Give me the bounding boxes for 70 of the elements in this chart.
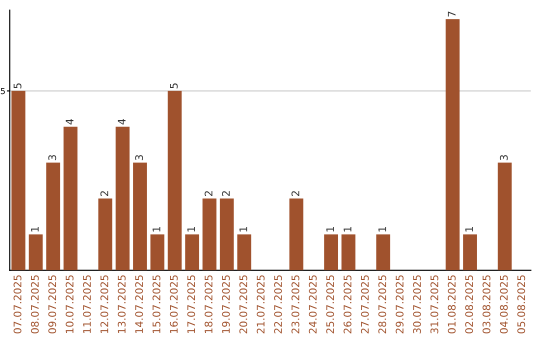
x-tick-label: 31.07.2025 bbox=[430, 275, 438, 334]
x-tick-label: 26.07.2025 bbox=[344, 275, 352, 334]
data-label: 4 bbox=[66, 118, 74, 124]
data-label: 1 bbox=[239, 226, 248, 232]
x-tick-label: 12.07.2025 bbox=[100, 275, 108, 333]
x-tick-label: 22.07.2025 bbox=[274, 275, 282, 334]
bar bbox=[463, 234, 477, 270]
data-label: 4 bbox=[118, 118, 126, 124]
x-tick-label: 30.07.2025 bbox=[413, 275, 421, 334]
x-tick-label: 13.07.2025 bbox=[118, 275, 126, 333]
data-label: 3 bbox=[48, 155, 56, 160]
bar bbox=[237, 234, 252, 270]
data-label: 1 bbox=[465, 226, 473, 232]
data-label: 1 bbox=[326, 226, 334, 232]
x-tick-label: 25.07.2025 bbox=[326, 275, 334, 334]
x-tick-label: 07.07.2025 bbox=[14, 275, 22, 334]
data-label: 1 bbox=[152, 226, 160, 232]
data-label: 2 bbox=[204, 191, 212, 196]
x-tick-label: 05.08.2025 bbox=[517, 275, 526, 334]
data-label: 1 bbox=[344, 226, 352, 232]
data-label: 3 bbox=[135, 155, 144, 160]
data-label: 5 bbox=[170, 83, 178, 88]
data-label: 1 bbox=[31, 226, 39, 232]
bar bbox=[11, 90, 26, 270]
data-label: 3 bbox=[500, 155, 508, 160]
x-tick-label: 03.08.2025 bbox=[482, 275, 490, 334]
x-tick-label: 15.07.2025 bbox=[152, 275, 160, 333]
x-tick-label: 02.08.2025 bbox=[465, 275, 474, 334]
bar bbox=[150, 234, 164, 270]
bar bbox=[324, 234, 338, 270]
x-tick-label: 28.07.2025 bbox=[378, 275, 386, 334]
bar bbox=[116, 126, 130, 270]
x-tick-label: 11.07.2025 bbox=[83, 275, 91, 333]
bar bbox=[220, 198, 234, 270]
x-tick-label: 09.07.2025 bbox=[48, 275, 56, 334]
bar bbox=[376, 234, 390, 270]
data-label: 1 bbox=[187, 226, 195, 232]
bar bbox=[98, 198, 112, 270]
x-tick-label: 18.07.2025 bbox=[204, 275, 212, 333]
bar bbox=[341, 234, 356, 270]
x-tick-label: 08.07.2025 bbox=[30, 275, 39, 334]
x-tick-label: 14.07.2025 bbox=[135, 275, 144, 333]
x-tick-label: 19.07.2025 bbox=[222, 275, 230, 333]
x-tick-label: 23.07.2025 bbox=[291, 275, 300, 334]
bar bbox=[168, 90, 182, 270]
x-tick-label: 20.07.2025 bbox=[239, 275, 248, 334]
bar bbox=[446, 19, 460, 270]
x-tick-label: 04.08.2025 bbox=[500, 275, 508, 334]
bar bbox=[28, 234, 43, 270]
bar bbox=[133, 162, 147, 270]
data-label: 2 bbox=[291, 191, 300, 196]
x-tick-label: 17.07.2025 bbox=[187, 275, 196, 333]
x-tick-label: 21.07.2025 bbox=[256, 275, 265, 334]
bar bbox=[46, 162, 60, 270]
data-label: 7 bbox=[448, 12, 456, 17]
bar bbox=[498, 162, 512, 270]
x-tick-label: 29.07.2025 bbox=[396, 275, 404, 334]
bar bbox=[64, 126, 78, 270]
data-label: 2 bbox=[222, 191, 230, 196]
x-tick-label: 16.07.2025 bbox=[170, 275, 178, 333]
bar bbox=[185, 234, 200, 270]
x-tick-label: 10.07.2025 bbox=[66, 275, 74, 333]
bar bbox=[289, 198, 304, 270]
x-tick-label: 01.08.2025 bbox=[448, 275, 456, 334]
x-tick-label: 27.07.2025 bbox=[360, 275, 369, 334]
bar bbox=[202, 198, 216, 270]
data-label: 1 bbox=[378, 226, 386, 232]
data-label: 5 bbox=[14, 83, 22, 88]
data-label: 2 bbox=[100, 191, 108, 196]
x-tick-label: 24.07.2025 bbox=[308, 275, 317, 334]
